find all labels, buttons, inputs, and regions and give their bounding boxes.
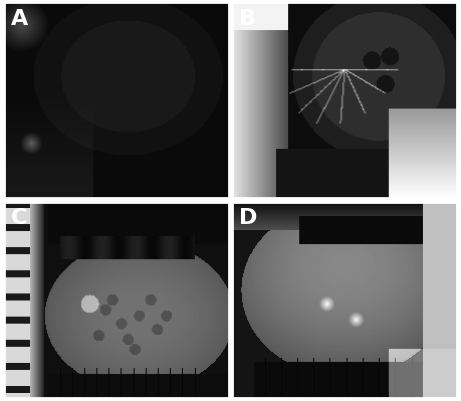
Text: C: C (11, 208, 27, 228)
Text: B: B (239, 9, 256, 29)
Text: A: A (11, 9, 28, 29)
Text: D: D (239, 208, 257, 228)
